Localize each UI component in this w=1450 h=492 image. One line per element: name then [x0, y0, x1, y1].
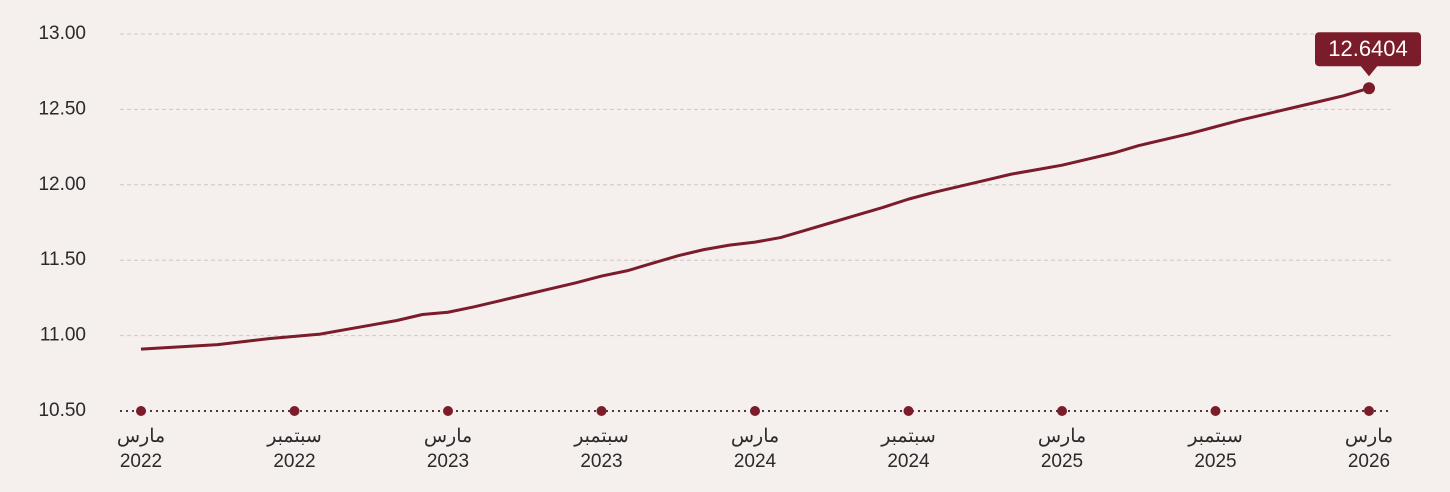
- x-tick-label: مارس 2024: [731, 426, 779, 472]
- x-tick-dot: [289, 406, 300, 416]
- x-tick-label: سبتمبر 2022: [266, 426, 322, 472]
- x-tick-dot: [1210, 406, 1221, 416]
- data-label: 12.6404: [1328, 36, 1408, 61]
- x-tick-dot: [903, 406, 914, 416]
- y-tick-label: 11.00: [40, 325, 86, 346]
- x-tick-label: مارس 2023: [424, 426, 472, 472]
- x-tick-dot: [136, 406, 146, 416]
- x-tick-dot: [1057, 406, 1067, 416]
- label-pointer: [1360, 65, 1378, 77]
- y-tick-label: 11.50: [40, 249, 86, 270]
- label-box: [1315, 32, 1421, 67]
- x-tick-dot: [1364, 406, 1374, 416]
- x-tick-label: مارس 2022: [117, 426, 165, 472]
- x-tick-label: مارس 2026: [1345, 426, 1393, 472]
- x-tick-dot: [596, 406, 607, 416]
- line: [140, 86, 1370, 351]
- last-point: [1363, 82, 1375, 95]
- y-tick-label: 12.50: [38, 98, 86, 119]
- x-tick-label: سبتمبر 2023: [573, 426, 629, 472]
- x-tick-dot: [443, 406, 453, 416]
- y-tick-label: 10.50: [38, 400, 86, 421]
- x-tick-label: سبتمبر 2025: [1187, 426, 1243, 472]
- y-tick-label: 13.00: [38, 23, 86, 44]
- y-tick-label: 12.00: [38, 174, 86, 195]
- x-tick-label: مارس 2025: [1038, 426, 1086, 472]
- x-tick-label: سبتمبر 2024: [880, 426, 936, 472]
- x-tick-dot: [750, 406, 760, 416]
